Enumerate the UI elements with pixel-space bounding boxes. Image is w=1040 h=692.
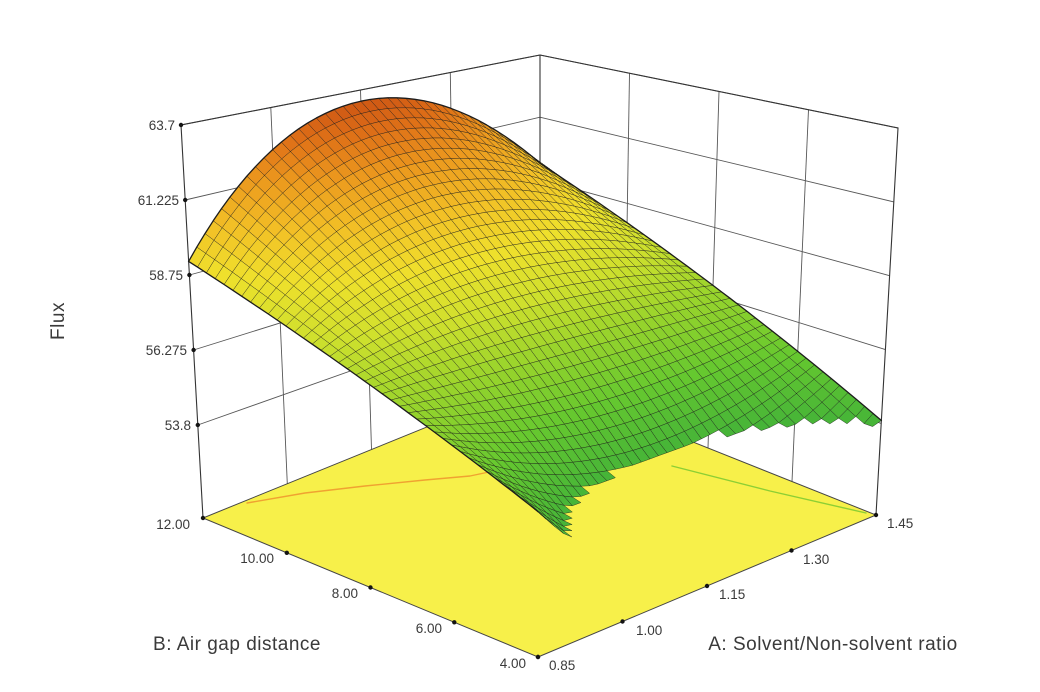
z-tick-label: 58.75	[149, 268, 183, 283]
y-tick-label: 4.00	[500, 656, 526, 671]
z-tick-label: 61.225	[138, 193, 179, 208]
x-tick-label: 1.15	[719, 587, 745, 602]
z-tick-label: 63.7	[149, 118, 175, 133]
y-tick-label: 6.00	[416, 621, 442, 636]
y-tick-label: 8.00	[332, 586, 358, 601]
x-tick-label: 1.00	[636, 623, 662, 638]
z-axis-title: Flux	[48, 302, 69, 340]
y-tick-label: 10.00	[240, 551, 274, 566]
y-tick-label: 12.00	[156, 517, 190, 532]
x-tick-label: 1.30	[803, 552, 829, 567]
axis-labels: Flux B: Air gap distance A: Solvent/Non-…	[48, 118, 958, 673]
surface-mesh	[187, 97, 883, 538]
y-axis-title: B: Air gap distance	[153, 634, 321, 655]
x-axis-title: A: Solvent/Non-solvent ratio	[708, 634, 958, 655]
z-tick-label: 53.8	[165, 418, 191, 433]
z-tick-label: 56.275	[146, 343, 187, 358]
x-tick-label: 1.45	[887, 516, 913, 531]
axis-tick-dots	[178, 122, 879, 660]
x-tick-label: 0.85	[549, 658, 575, 673]
